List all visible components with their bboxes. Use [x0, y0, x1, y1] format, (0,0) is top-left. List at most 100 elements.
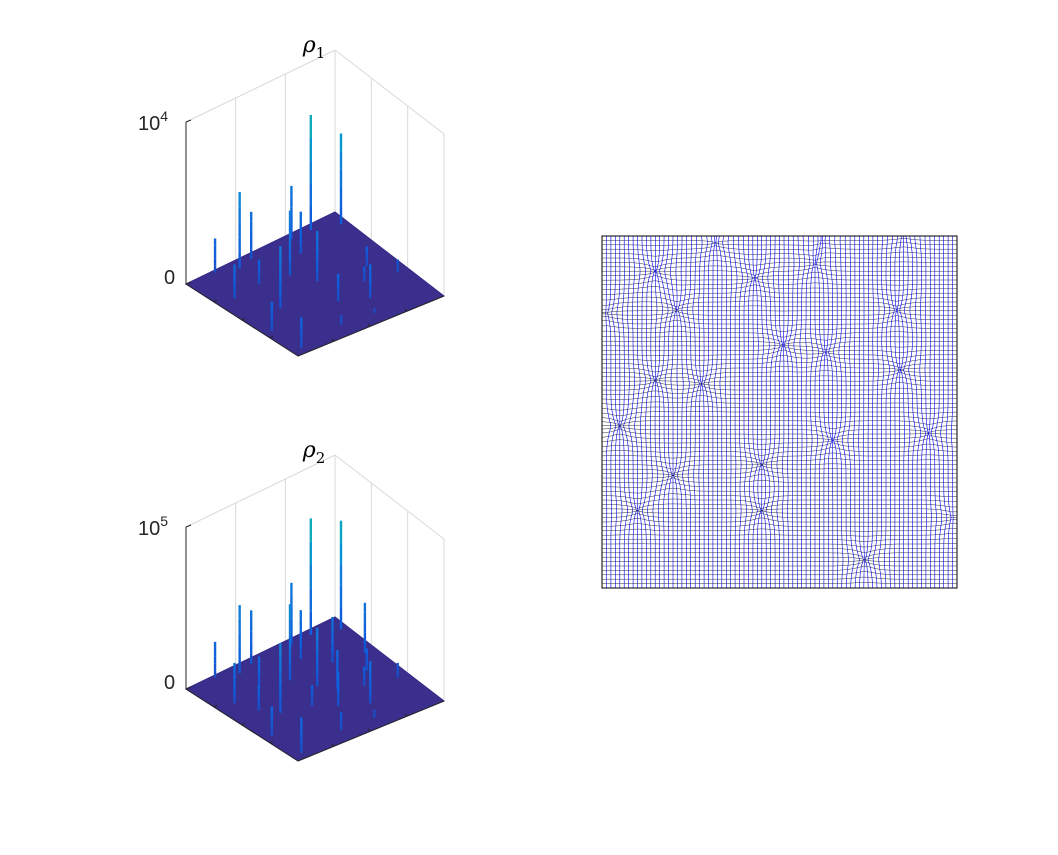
mesh-vline: [935, 236, 943, 588]
rho2-peak-3-seg: [250, 631, 253, 643]
rho1-peak-8-seg: [288, 249, 292, 263]
rho1-peak-6-seg: [270, 301, 274, 308]
rho2-peak-7-seg: [270, 706, 274, 713]
mesh-vline: [814, 235, 820, 588]
rho1-peak-17-seg: [363, 266, 366, 270]
rho2-title: ρ2: [302, 438, 325, 467]
mesh-hline: [601, 433, 958, 441]
rho2-z-tick: [185, 524, 192, 528]
rho2-peak-7-seg: [270, 712, 274, 719]
mesh-vline: [883, 235, 891, 589]
rho2-peak-15-seg: [339, 607, 343, 630]
rho2-peak-0-seg: [213, 663, 217, 671]
mesh-vline: [894, 235, 900, 589]
rho1-peak-3-seg: [250, 211, 253, 222]
rho1-peak-18-seg: [369, 264, 372, 272]
rho1-peak-4-seg: [257, 269, 261, 275]
mesh-vline: [787, 235, 795, 588]
rho2-surface-panel: ρ2 105 0: [138, 438, 445, 762]
rho2-peak-8-seg: [279, 684, 282, 699]
rho1-peak-12-seg: [300, 335, 303, 342]
rho1-peak-0-seg: [213, 265, 217, 273]
rho2-peak-5-seg: [257, 689, 260, 696]
rho2-peak-14-seg: [300, 717, 303, 725]
mesh-vline: [903, 235, 911, 588]
mesh-vline: [872, 235, 880, 589]
rho2-peak-7-seg: [270, 724, 274, 730]
rho2-peak-4-seg: [257, 663, 261, 670]
mesh-vline: [896, 235, 902, 588]
rho2-peak-9-seg: [288, 634, 292, 650]
mesh-hline: [602, 565, 957, 571]
rho2-peak-18-seg: [336, 685, 340, 693]
rho2-x-tick: [213, 704, 218, 708]
rho1-peak-19-seg: [373, 307, 376, 309]
mesh-hline: [601, 442, 958, 451]
rho1-peak-2-seg: [233, 284, 236, 292]
rho2-ztick-zero: 0: [164, 672, 175, 694]
mesh-vline: [782, 236, 785, 588]
rho1-peak-12-seg: [300, 323, 303, 330]
rho2-peak-9-seg: [288, 619, 292, 635]
mesh-hline: [601, 424, 958, 430]
rho2-peak-25-seg: [396, 662, 399, 666]
mesh-hline: [602, 474, 957, 479]
mesh-vline: [945, 236, 952, 588]
rho1-peak-11-seg: [316, 230, 319, 241]
mesh-hline: [602, 547, 957, 553]
rho1-peak-1-seg: [238, 207, 241, 223]
rho2-peak-1-seg: [238, 632, 241, 646]
rho1-peak-20-seg: [396, 267, 399, 270]
rho2-peak-21-seg: [365, 657, 368, 662]
rho1-peak-9-seg: [299, 220, 302, 229]
rho2-peak-0-seg: [213, 641, 217, 649]
rho1-peak-13-seg: [339, 133, 343, 152]
rho1-x-tick: [241, 317, 246, 321]
mesh-hline: [601, 523, 958, 527]
rho2-peak-18-seg: [336, 699, 340, 707]
rho2-peak-22-seg: [363, 682, 366, 687]
rho1-peak-18-seg: [369, 271, 372, 278]
rho2-peak-25-seg: [396, 674, 399, 678]
rho2-peak-4-seg: [257, 676, 261, 683]
mesh-vline: [863, 236, 866, 589]
rho2-peak-11-seg: [309, 518, 312, 542]
rho1-peak-3-seg: [250, 249, 253, 259]
rho2-peak-10-seg: [299, 629, 302, 640]
mesh-hline: [602, 543, 957, 548]
mesh-vline: [824, 235, 833, 588]
mesh-vline: [805, 235, 811, 588]
rho2-peak-6-seg: [290, 582, 293, 596]
rho2-peak-23-seg: [369, 669, 372, 679]
mesh-hline: [602, 468, 957, 476]
rho1-peak-2-seg: [233, 291, 236, 299]
rho2-peak-9-seg: [288, 649, 292, 666]
rho2-peak-16-seg: [331, 617, 334, 627]
rho2-peak-9-seg: [288, 604, 292, 620]
rho2-peak-6-seg: [290, 632, 293, 645]
rho1-peak-0-seg: [213, 238, 217, 246]
rho2-peak-23-seg: [369, 661, 372, 670]
rho2-peak-19-seg: [339, 722, 343, 727]
rho1-peak-15-seg: [339, 317, 343, 320]
mesh-hline: [601, 452, 958, 461]
rho1-wall-top: [185, 49, 336, 123]
rho1-peak-4-seg: [257, 264, 261, 270]
rho2-peak-19-seg: [339, 715, 343, 720]
rho1-peak-18-seg: [369, 291, 372, 299]
mesh-hline: [602, 465, 957, 474]
rho1-peak-17-seg: [363, 275, 366, 279]
mesh-vline: [928, 235, 932, 588]
mesh-hline: [602, 552, 957, 558]
mesh-vline: [878, 235, 885, 589]
mesh-hline: [601, 503, 958, 510]
mesh-vline: [828, 235, 834, 588]
rho2-peak-6-seg: [290, 595, 293, 608]
mesh-vline: [951, 236, 954, 588]
rho2-peak-22-seg: [363, 674, 366, 679]
rho2-peak-0-seg: [213, 670, 217, 678]
mesh-hline: [601, 420, 958, 426]
rho2-peak-22-seg: [363, 666, 366, 671]
rho1-peak-10-seg: [309, 160, 312, 184]
